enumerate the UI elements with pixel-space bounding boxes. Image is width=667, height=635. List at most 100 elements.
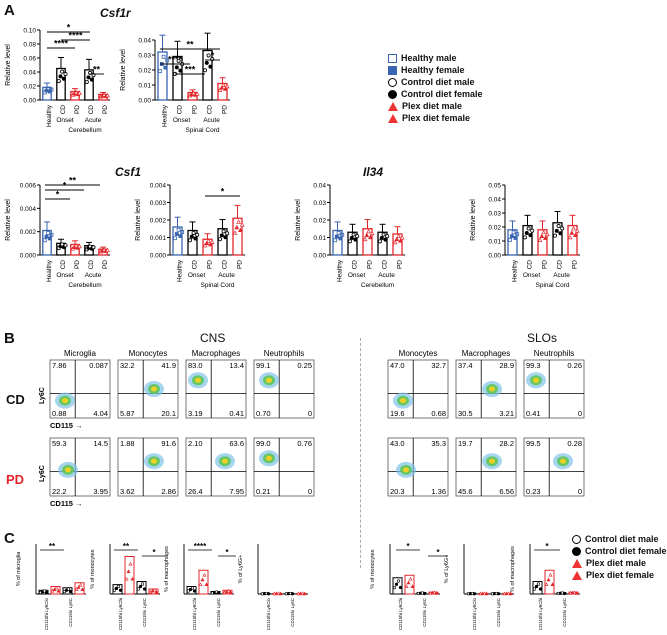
sig-csf1-cb-2-text: * bbox=[63, 181, 67, 191]
x-tick-label: CD bbox=[222, 260, 229, 270]
data-point bbox=[534, 584, 539, 589]
data-point bbox=[178, 68, 183, 73]
data-point bbox=[204, 60, 209, 65]
legend-item-pd-female: Plex diet female bbox=[388, 112, 483, 124]
quad-ll: 0.70 bbox=[256, 409, 271, 418]
data-point bbox=[392, 585, 397, 590]
quad-lr: 0.41 bbox=[229, 409, 244, 418]
x-cat-2: CD115lo Ly6C bbox=[290, 597, 295, 627]
group-label-acute: Acute bbox=[85, 272, 102, 279]
data-point bbox=[422, 591, 427, 596]
y-tick-label: 0.000 bbox=[150, 253, 167, 260]
data-point bbox=[130, 576, 135, 581]
data-point bbox=[224, 83, 230, 89]
data-point bbox=[432, 590, 437, 594]
data-point bbox=[353, 237, 358, 242]
data-point bbox=[49, 232, 54, 237]
data-point bbox=[78, 582, 83, 587]
quad-lr: 0 bbox=[308, 487, 312, 496]
quad-ul: 99.0 bbox=[256, 439, 271, 448]
x-cat-1: CD115hi Ly6Chi bbox=[398, 598, 403, 630]
bar-chart-1: 0.00 0.01 0.02 0.03 0.04 Relative level Health… bbox=[120, 32, 230, 134]
data-point bbox=[484, 591, 489, 596]
data-point bbox=[366, 228, 371, 234]
data-point bbox=[544, 231, 550, 237]
quad-ul: 47.0 bbox=[390, 361, 405, 370]
region-label: Cerebellum bbox=[361, 282, 394, 289]
data-point bbox=[202, 572, 207, 577]
density-core bbox=[222, 458, 228, 464]
quad-ur: 28.9 bbox=[499, 361, 514, 370]
group-label-onset: Onset bbox=[523, 272, 541, 279]
quad-ur: 91.6 bbox=[161, 439, 176, 448]
data-point bbox=[174, 65, 179, 70]
section-title-slos: SLOs bbox=[527, 331, 558, 345]
data-point bbox=[560, 226, 565, 231]
data-point bbox=[234, 224, 240, 230]
plot-frame bbox=[49, 359, 111, 419]
group-label-acute: Acute bbox=[203, 117, 220, 124]
bar-3 bbox=[74, 582, 85, 595]
data-point bbox=[73, 243, 79, 248]
data-point bbox=[126, 569, 131, 573]
data-point bbox=[219, 85, 225, 90]
x-tick-label: PD bbox=[74, 260, 81, 269]
x-cat-1: CD115hi Ly6Chi bbox=[118, 598, 123, 630]
data-point bbox=[509, 234, 514, 239]
legend-item-cd-male: Control diet male bbox=[388, 76, 483, 88]
data-point bbox=[539, 233, 545, 238]
data-point bbox=[86, 75, 91, 80]
x-tick-label: Healthy bbox=[46, 259, 53, 282]
data-point bbox=[223, 86, 228, 91]
quad-ll: 0.21 bbox=[256, 487, 271, 496]
y-tick-label: 0.00 bbox=[488, 253, 501, 260]
sig-csf1r-sc-1-text: ** bbox=[186, 40, 194, 50]
data-point bbox=[221, 229, 226, 234]
data-point bbox=[569, 230, 575, 235]
quad-ul: 2.10 bbox=[188, 439, 203, 448]
y-tick-label: 0.03 bbox=[488, 211, 501, 218]
y-tick-label: 0.02 bbox=[23, 84, 36, 91]
data-point bbox=[193, 236, 198, 241]
data-point bbox=[206, 53, 211, 58]
flow-cd-cns-3: 99.1 0.25 0.70 0 bbox=[253, 359, 315, 419]
legend-item-healthy-female: Healthy female bbox=[388, 64, 483, 76]
row-label-cd: CD bbox=[6, 392, 25, 407]
panel-c-chart-2: % of macrophages CD115hi Ly6Chi CD115lo Ly… bbox=[164, 542, 236, 630]
data-point bbox=[191, 90, 196, 96]
bar-2 bbox=[62, 587, 73, 595]
filled-square-icon bbox=[388, 65, 397, 75]
data-point bbox=[302, 591, 307, 596]
data-point bbox=[553, 233, 558, 238]
data-point bbox=[76, 585, 81, 589]
x-tick-label: CD bbox=[207, 105, 214, 115]
section-title-cns: CNS bbox=[200, 331, 226, 345]
data-point bbox=[562, 591, 567, 596]
data-point bbox=[128, 561, 133, 566]
data-point bbox=[290, 592, 295, 596]
data-point bbox=[334, 234, 339, 239]
data-point bbox=[368, 234, 373, 240]
quad-ul: 99.5 bbox=[526, 439, 541, 448]
quad-lr: 0.68 bbox=[431, 409, 446, 418]
flow-pd-cns-1: 1.88 91.6 3.62 2.86 bbox=[117, 437, 179, 497]
bar-chart-2: 0.000 0.002 0.004 0.006 Relative level Health… bbox=[5, 183, 110, 289]
quad-ll: 0.23 bbox=[526, 487, 541, 496]
sig-text: ** bbox=[123, 542, 130, 551]
y-label: % of monocytes bbox=[90, 549, 96, 588]
gene-title-csf1: Csf1 bbox=[115, 165, 142, 179]
data-point bbox=[238, 227, 243, 233]
y-tick-label: 0.003 bbox=[150, 200, 167, 207]
x-cat-1: CD115hi Ly6Clo bbox=[44, 598, 49, 631]
data-point bbox=[204, 582, 209, 586]
data-point bbox=[77, 243, 82, 249]
y-tick-label: 0.01 bbox=[138, 83, 151, 90]
region-label: Cerebellum bbox=[68, 127, 101, 134]
data-point bbox=[77, 90, 82, 95]
density-core bbox=[151, 458, 157, 464]
data-point bbox=[406, 580, 411, 585]
quad-lr: 20.1 bbox=[161, 409, 176, 418]
y-tick-label: 0.006 bbox=[20, 183, 37, 190]
data-point bbox=[508, 237, 512, 242]
flow-cd-cns-0: 7.86 0.087 0.88 4.04 bbox=[49, 359, 111, 419]
